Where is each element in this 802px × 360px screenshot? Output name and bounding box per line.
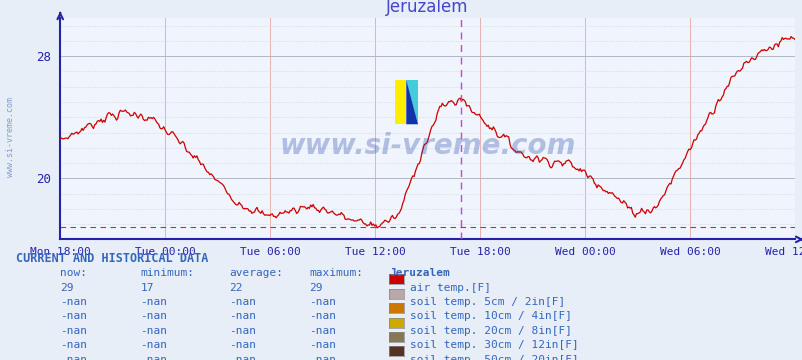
Text: soil temp. 30cm / 12in[F]: soil temp. 30cm / 12in[F]: [409, 340, 577, 350]
Text: -nan: -nan: [229, 340, 256, 350]
Text: 22: 22: [229, 283, 242, 293]
Text: soil temp. 10cm / 4in[F]: soil temp. 10cm / 4in[F]: [409, 311, 571, 321]
Text: maximum:: maximum:: [309, 268, 363, 278]
Title: Jeruzalem: Jeruzalem: [386, 0, 468, 17]
Text: 17: 17: [140, 283, 154, 293]
Polygon shape: [406, 80, 418, 124]
Text: -nan: -nan: [60, 340, 87, 350]
Text: -nan: -nan: [229, 326, 256, 336]
Bar: [394, 80, 406, 124]
Text: -nan: -nan: [229, 297, 256, 307]
Text: -nan: -nan: [140, 297, 168, 307]
Text: 29: 29: [309, 283, 322, 293]
Text: now:: now:: [60, 268, 87, 278]
Text: -nan: -nan: [140, 326, 168, 336]
Text: -nan: -nan: [140, 340, 168, 350]
Text: minimum:: minimum:: [140, 268, 194, 278]
Polygon shape: [406, 80, 418, 124]
Text: Jeruzalem: Jeruzalem: [389, 268, 450, 278]
Text: air temp.[F]: air temp.[F]: [409, 283, 490, 293]
Text: 29: 29: [60, 283, 74, 293]
Text: soil temp. 5cm / 2in[F]: soil temp. 5cm / 2in[F]: [409, 297, 564, 307]
Text: www.si-vreme.com: www.si-vreme.com: [6, 97, 15, 177]
Text: -nan: -nan: [309, 355, 336, 360]
Text: -nan: -nan: [309, 340, 336, 350]
Text: -nan: -nan: [309, 297, 336, 307]
Text: -nan: -nan: [229, 311, 256, 321]
Text: -nan: -nan: [60, 355, 87, 360]
Text: -nan: -nan: [60, 297, 87, 307]
Text: -nan: -nan: [140, 311, 168, 321]
Text: soil temp. 50cm / 20in[F]: soil temp. 50cm / 20in[F]: [409, 355, 577, 360]
Text: -nan: -nan: [309, 311, 336, 321]
Text: -nan: -nan: [60, 311, 87, 321]
Text: -nan: -nan: [140, 355, 168, 360]
Text: CURRENT AND HISTORICAL DATA: CURRENT AND HISTORICAL DATA: [16, 252, 209, 265]
Text: -nan: -nan: [309, 326, 336, 336]
Text: -nan: -nan: [229, 355, 256, 360]
Text: average:: average:: [229, 268, 282, 278]
Text: soil temp. 20cm / 8in[F]: soil temp. 20cm / 8in[F]: [409, 326, 571, 336]
Text: www.si-vreme.com: www.si-vreme.com: [279, 132, 575, 161]
Text: -nan: -nan: [60, 326, 87, 336]
